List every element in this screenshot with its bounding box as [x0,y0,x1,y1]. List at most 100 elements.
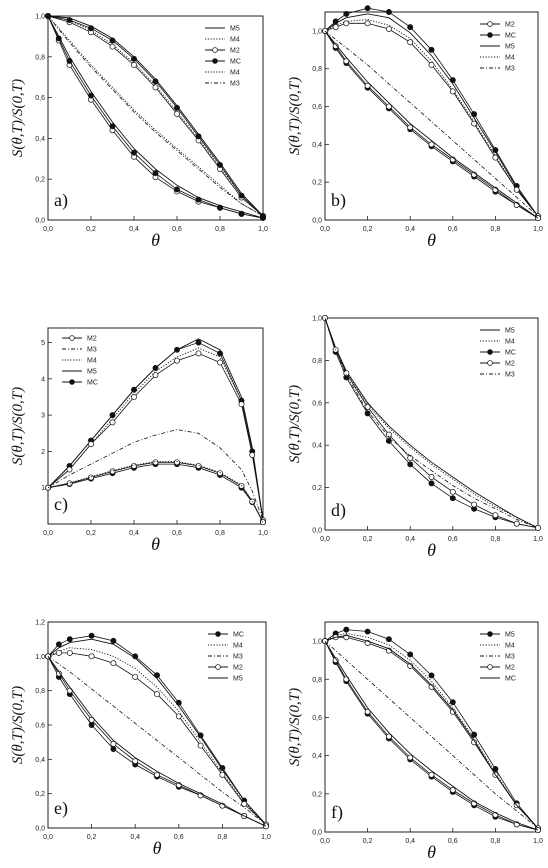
y-tick-label: 0,2 [35,791,45,798]
legend-marker [69,379,75,385]
data-point [154,691,160,698]
x-tick-label: 0,2 [86,530,96,537]
plot-frame [324,317,539,531]
y-axis-title: S(θ,T)/S(0,T) [10,79,26,157]
data-point [66,687,73,694]
data-point [152,170,159,177]
x-tick-label: 1,0 [533,226,543,233]
y-axis-title: S(θ,T)/S(0,T) [10,387,26,465]
data-point [332,24,339,31]
y-tick-label: 0,6 [312,104,322,111]
data-point [238,192,245,199]
data-point [45,484,51,491]
x-tick-label: 0,0 [320,226,330,233]
x-tick-label: 1,0 [533,838,543,845]
data-point [131,55,137,62]
data-point [407,754,414,761]
series-line-mc-3 [47,15,264,217]
data-point [45,13,51,19]
legend-marker [212,47,218,53]
data-point [449,88,456,95]
y-tick-label: 0,2 [312,180,322,187]
legend-label: M3 [505,372,515,379]
chart-panel-6: 0,0 0,2 0,4 0,6 0,8 1,0 0,0 0,2 0,4 0,6 0,8 1,0 M5 M4… [287,621,543,862]
legend-label: M5 [505,632,515,639]
data-point [66,480,73,487]
data-point [174,357,180,364]
legend-label: M5 [505,44,515,51]
x-tick-label: 0,8 [215,226,225,233]
y-tick-label: 1,0 [35,14,45,21]
x-tick-label: 0,4 [129,226,139,233]
x-axis-title: θ [153,838,162,858]
y-tick-label: 0,4 [312,142,322,149]
x-tick-label: 0,6 [448,226,458,233]
x-tick-label: 0,8 [491,226,501,233]
data-point [343,20,350,27]
data-point [471,501,478,508]
series-line-mc-4 [324,634,539,829]
series-line-m3-2 [324,640,539,829]
legend-marker [487,631,493,637]
data-point [174,104,180,111]
series-line-m4-1 [324,317,539,529]
data-point [152,459,159,466]
data-point [449,495,456,502]
data-point [195,462,202,469]
legend-marker [215,664,221,670]
data-point [110,637,117,644]
y-tick-label: 1,2 [35,620,45,627]
x-axis-title: θ [151,230,160,250]
y-tick-label: 0,6 [312,715,322,722]
x-tick-label: 1,0 [261,834,271,841]
data-point [195,133,202,140]
data-point [471,111,478,118]
y-tick-label: 0,2 [312,791,322,798]
legend-label: M4 [230,70,240,77]
legend-label: M3 [505,654,515,661]
y-tick-label: 1,0 [312,28,322,35]
data-point [131,394,137,400]
x-tick-label: 0,4 [405,838,415,845]
x-axis-title: θ [427,540,436,560]
x-axis-title: θ [427,842,436,862]
data-point [428,672,435,679]
x-tick-label: 0,2 [87,834,97,841]
data-point [364,628,371,635]
data-point [217,470,223,477]
data-point [109,419,116,426]
series-line-m3-5 [47,15,264,217]
data-point [385,26,392,32]
x-tick-label: 0,8 [491,838,501,845]
y-tick-label: 0,8 [35,54,45,61]
data-point [175,713,182,720]
data-point [513,186,520,193]
panel-label: b) [331,190,346,211]
y-tick-label: 1 [41,485,45,492]
data-point [364,5,371,12]
y-tick-label: 3 [41,413,45,420]
data-point [152,78,159,85]
y-tick-label: 0,8 [312,358,322,365]
data-point [110,746,117,752]
y-tick-label: 0,4 [35,136,45,143]
legend-label: M4 [505,339,515,346]
data-point [217,161,223,168]
data-point [109,37,116,44]
data-point [219,764,226,771]
x-tick-label: 1,0 [533,536,543,543]
data-point [109,123,116,130]
x-tick-label: 0,6 [448,838,458,845]
x-tick-label: 0,0 [43,226,53,233]
x-tick-label: 0,6 [448,536,458,543]
y-tick-label: 1,0 [312,639,322,646]
y-tick-label: 0,0 [35,218,45,225]
legend-label: M4 [233,643,243,650]
series-line-branch-7 [324,640,539,831]
legend-marker [212,58,218,64]
data-point [428,141,435,148]
chart-panel-3: 0,0 0,2 0,4 0,6 0,8 1,0 1 2 3 4 5 M2 M3 M4 M5 MC c) θ S(θ,… [10,327,268,554]
series-line-m3-4 [47,429,264,521]
series-line-m4-2 [47,647,267,825]
